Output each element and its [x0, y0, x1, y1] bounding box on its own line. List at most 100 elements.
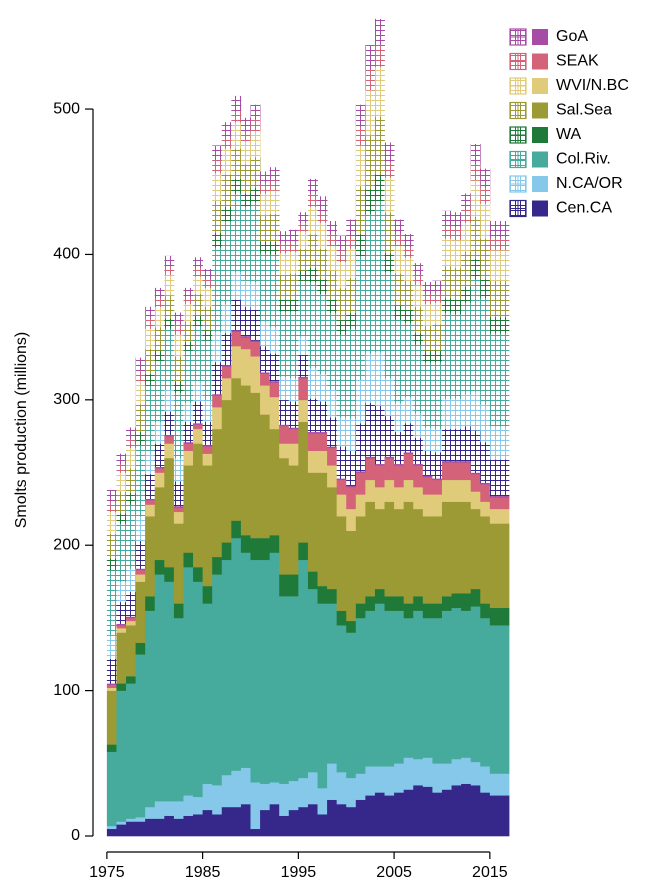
hatched-bar-segment	[106, 511, 117, 534]
bar-segment	[212, 814, 223, 837]
hatched-bar-segment	[470, 279, 481, 392]
hatched-bar-segment	[250, 119, 261, 132]
hatched-bar-segment	[317, 401, 328, 433]
hatched-bar-segment	[394, 219, 405, 235]
hatched-bar-segment	[231, 122, 242, 149]
hatched-bar-segment	[164, 389, 175, 412]
hatched-bar-segment	[269, 190, 280, 215]
bar-segment	[451, 607, 462, 760]
hatched-bar-segment	[403, 280, 414, 310]
hatched-bar-segment	[461, 425, 472, 462]
bar-segment	[183, 552, 194, 568]
bar-segment	[193, 567, 204, 582]
bar-segment	[432, 617, 443, 764]
bar-segment	[116, 625, 127, 629]
bar-segment	[422, 603, 433, 619]
hatched-bar-segment	[422, 427, 433, 452]
bar-segment	[307, 431, 318, 434]
hatched-bar-segment	[145, 385, 156, 452]
hatched-bar-segment	[106, 501, 117, 513]
hatched-bar-segment	[441, 312, 452, 399]
bar-segment	[384, 596, 395, 611]
bar-segment	[279, 596, 290, 784]
bar-segment	[432, 478, 443, 481]
bar-segment	[145, 504, 156, 517]
bar-segment	[374, 792, 385, 837]
hatched-bar-segment	[441, 225, 452, 239]
bar-segment	[422, 617, 433, 758]
bar-segment	[183, 795, 194, 816]
hatched-bar-segment	[365, 189, 376, 215]
bar-segment	[489, 497, 500, 510]
hatched-bar-segment	[317, 196, 328, 212]
hatched-bar-segment	[422, 282, 433, 294]
bar-segment	[461, 460, 472, 463]
hatched-bar-segment	[394, 319, 405, 404]
hatched-bar-segment	[432, 302, 443, 325]
bar-segment	[212, 407, 223, 430]
bar-segment	[221, 806, 232, 837]
hatched-bar-segment	[126, 492, 136, 505]
hatched-bar-segment	[384, 142, 395, 162]
bar-segment	[346, 632, 357, 779]
hatched-bar-segment	[106, 558, 117, 571]
bar-segment	[461, 783, 472, 837]
bar-segment	[441, 789, 452, 837]
bar-segment	[489, 523, 500, 609]
bar-segment	[279, 574, 290, 597]
bar-segment	[260, 537, 271, 561]
hatched-bar-segment	[288, 401, 299, 428]
bar-segment	[461, 462, 472, 481]
hatched-bar-segment	[250, 130, 261, 158]
bar-segment	[164, 801, 175, 816]
hatched-bar-segment	[202, 287, 213, 308]
hatched-bar-segment	[288, 251, 299, 274]
bar-segment	[441, 596, 452, 611]
hatched-bar-segment	[173, 392, 184, 459]
hatched-bar-segment	[116, 523, 127, 582]
hatched-bar-segment	[394, 245, 405, 274]
bar-segment	[365, 456, 376, 459]
bar-segment	[240, 337, 251, 350]
bar-segment	[327, 799, 338, 837]
bar-segment	[336, 610, 347, 626]
bar-segment	[374, 463, 385, 466]
bar-segment	[470, 588, 481, 607]
bar-segment	[394, 487, 405, 510]
bar-segment	[384, 501, 395, 597]
bar-segment	[240, 552, 251, 768]
bar-segment	[221, 774, 232, 808]
bar-segment	[298, 806, 309, 837]
hatched-bar-segment	[298, 335, 309, 356]
hatched-bar-segment	[221, 332, 232, 366]
hatched-bar-segment	[145, 328, 156, 350]
hatched-bar-segment	[346, 219, 357, 236]
bar-segment	[327, 603, 338, 764]
bar-segment	[461, 479, 472, 502]
hatched-bar-segment	[212, 232, 223, 248]
bar-segment	[451, 460, 462, 463]
hatched-bar-segment	[212, 362, 223, 395]
hatched-bar-segment	[135, 380, 146, 405]
hatched-bar-segment	[250, 202, 261, 283]
hatched-bar-segment	[403, 257, 414, 281]
legend-label: SEAK	[556, 53, 599, 70]
bar-segment	[145, 806, 156, 819]
hatched-bar-segment	[164, 318, 175, 329]
hatched-bar-segment	[212, 173, 223, 201]
hatched-bar-segment	[422, 303, 433, 326]
hatched-bar-segment	[365, 353, 376, 404]
y-tick-label: 100	[53, 682, 80, 699]
bar-segment	[480, 501, 491, 517]
bar-segment	[470, 491, 481, 510]
hatched-bar-segment	[480, 279, 491, 299]
bar-segment	[422, 757, 433, 787]
bar-segment	[116, 632, 127, 684]
hatched-bar-segment	[480, 238, 491, 280]
bar-segment	[470, 508, 481, 590]
bar-segment	[374, 588, 385, 604]
bar-segment	[126, 821, 136, 837]
hatched-bar-segment	[413, 284, 424, 308]
bar-segment	[126, 818, 136, 822]
hatched-bar-segment	[355, 186, 366, 235]
